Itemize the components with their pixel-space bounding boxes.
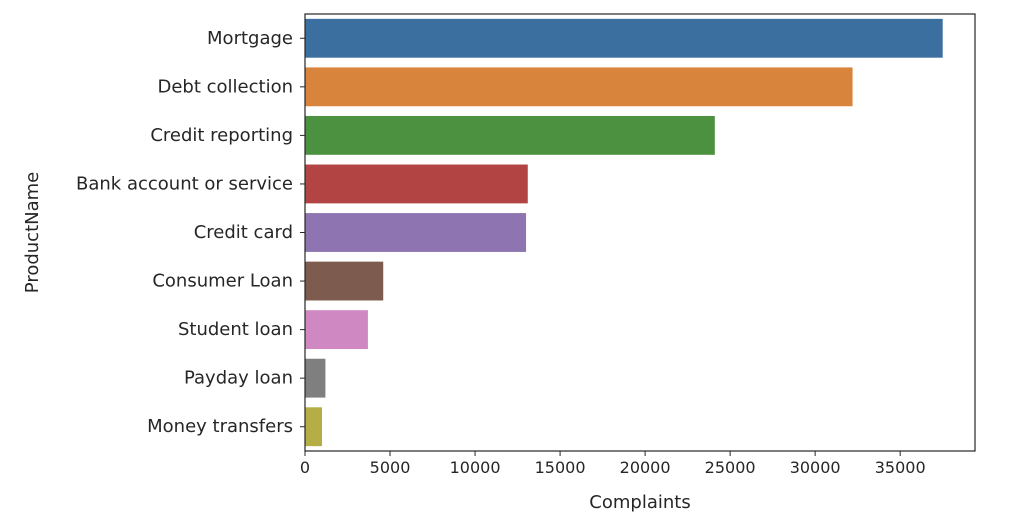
bar-credit-card [305, 213, 527, 252]
category-label: Money transfers [147, 416, 293, 437]
x-tick-label: 20000 [620, 458, 671, 477]
category-label: Credit reporting [150, 125, 293, 146]
bar-money-transfers [305, 407, 323, 447]
x-tick-label: 0 [300, 458, 310, 477]
bar-mortgage [305, 18, 943, 58]
x-tick-label: 15000 [535, 458, 586, 477]
x-tick-label: 25000 [705, 458, 756, 477]
plot-frame [304, 13, 976, 452]
x-tick-label: 30000 [790, 458, 841, 477]
bars-group [305, 18, 943, 447]
bar-bank-account-or-service [305, 164, 528, 204]
category-label: Payday loan [184, 368, 293, 389]
x-axis-title: Complaints [589, 492, 690, 513]
category-label: Mortgage [207, 28, 293, 49]
bar-consumer-loan [305, 261, 384, 301]
category-label: Credit card [194, 222, 293, 243]
category-label: Debt collection [157, 76, 293, 97]
bar-payday-loan [305, 358, 326, 398]
category-label: Consumer Loan [152, 271, 293, 292]
x-ticks-group: 0 5000 10000 15000 20000 25000 30000 35000 [300, 451, 926, 477]
bar-student-loan [305, 310, 368, 350]
y-axis-title: ProductName [22, 172, 43, 293]
category-label: Student loan [178, 319, 293, 340]
x-tick-label: 35000 [875, 458, 926, 477]
bar-credit-reporting [305, 115, 715, 155]
category-labels-group: Mortgage Debt collection Credit reporting B… [76, 28, 305, 437]
x-tick-label: 5000 [370, 458, 411, 477]
category-label: Bank account or service [76, 173, 293, 194]
bar-debt-collection [305, 67, 853, 107]
x-tick-label: 10000 [450, 458, 501, 477]
